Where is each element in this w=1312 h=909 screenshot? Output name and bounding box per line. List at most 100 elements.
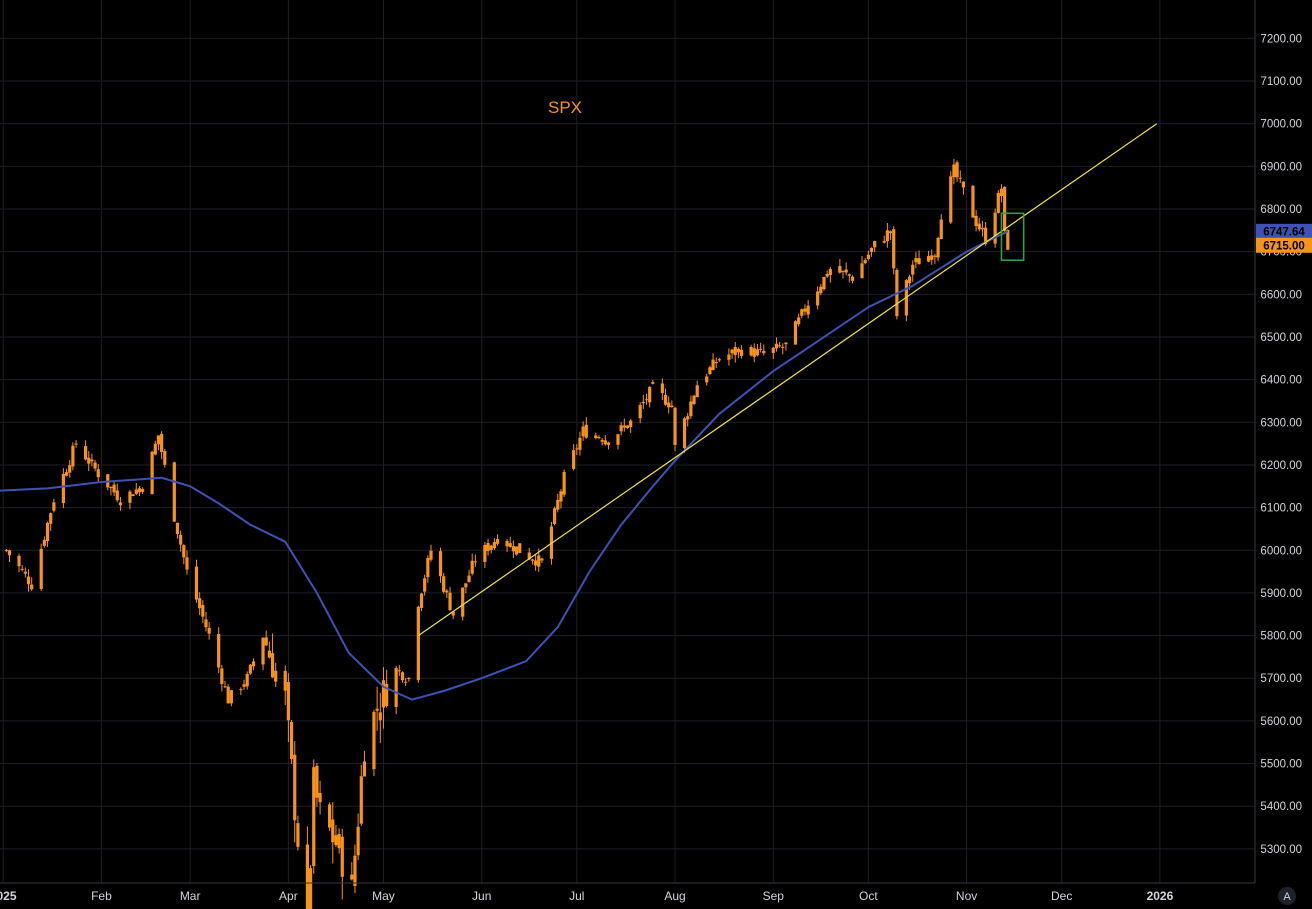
candle <box>7 549 12 563</box>
candle <box>958 170 962 184</box>
candle <box>616 433 620 450</box>
x-tick-label: Feb <box>91 889 112 903</box>
candle <box>914 251 918 269</box>
candle <box>337 828 341 854</box>
y-tick-label: 6800.00 <box>1260 204 1302 216</box>
candle <box>217 627 221 674</box>
candle <box>739 345 744 359</box>
candle <box>378 692 382 744</box>
candle <box>327 802 332 831</box>
candle <box>312 759 316 874</box>
candle <box>270 633 275 678</box>
candle <box>90 453 94 467</box>
candle <box>514 546 519 556</box>
candle <box>267 641 271 659</box>
y-tick-label: 6400.00 <box>1260 375 1302 387</box>
candle <box>682 416 687 453</box>
candle <box>1003 186 1007 235</box>
candle <box>137 486 142 497</box>
y-tick-label: 5900.00 <box>1260 588 1302 600</box>
candle <box>71 442 75 471</box>
candle <box>971 185 975 218</box>
price-labels: 6747.64 6715.00 <box>1256 223 1312 253</box>
y-tick-label: 6500.00 <box>1260 332 1302 344</box>
candle <box>242 679 246 690</box>
candle <box>584 417 588 439</box>
candle <box>629 419 633 434</box>
candle <box>372 710 376 777</box>
candle <box>4 548 8 553</box>
x-tick-label: Jul <box>569 889 584 903</box>
price-axis[interactable]: 5300.00 5400.00 5500.00 5600.00 5700.00 5800.… <box>1260 33 1302 855</box>
candle <box>736 347 741 359</box>
candle <box>638 402 642 424</box>
candle <box>45 521 50 547</box>
candle <box>375 686 379 731</box>
candle <box>996 190 1000 214</box>
candle <box>844 262 848 276</box>
candle <box>825 270 829 278</box>
candle <box>118 497 123 511</box>
candle <box>749 344 753 357</box>
candle <box>83 440 88 461</box>
candle <box>264 630 268 647</box>
candle <box>888 230 893 241</box>
candle <box>800 308 804 319</box>
candle <box>841 270 845 279</box>
x-tick-label: Jun <box>472 889 491 903</box>
candle <box>486 538 490 556</box>
y-tick-label: 5800.00 <box>1260 631 1302 643</box>
candle <box>828 266 832 283</box>
candle <box>308 865 313 909</box>
candle <box>781 343 785 355</box>
candle <box>540 557 544 563</box>
candle <box>289 719 294 764</box>
candle <box>797 313 801 327</box>
candle <box>648 386 652 408</box>
price-label-text: 6747.64 <box>1263 226 1305 238</box>
candle <box>686 412 690 427</box>
candle <box>999 184 1004 203</box>
candle <box>505 539 509 552</box>
candle <box>261 637 265 671</box>
candle <box>220 664 224 692</box>
candle <box>581 421 585 441</box>
candle <box>87 451 91 472</box>
candle <box>96 463 100 483</box>
candle <box>508 536 512 548</box>
candle <box>495 534 500 546</box>
candle <box>695 380 699 398</box>
candle <box>20 565 24 572</box>
candle <box>847 273 851 283</box>
y-tick-label: 7200.00 <box>1260 33 1302 45</box>
candle <box>68 460 72 478</box>
candle <box>315 763 319 807</box>
candle <box>533 554 538 571</box>
candle <box>423 574 427 596</box>
candle <box>93 460 97 472</box>
candle <box>575 444 579 456</box>
candle <box>400 671 405 683</box>
candle <box>822 276 826 291</box>
candle <box>359 764 363 826</box>
candle <box>793 320 798 345</box>
candle <box>64 468 69 477</box>
auto-scale-button[interactable]: A <box>1278 887 1296 905</box>
candle <box>204 611 208 632</box>
x-tick-label: Sep <box>763 889 785 903</box>
moving-average-line <box>0 230 1009 701</box>
candle <box>873 240 877 253</box>
candle <box>778 341 782 348</box>
candle <box>160 431 164 460</box>
candle <box>774 337 779 352</box>
candle <box>622 418 626 432</box>
candle <box>416 605 420 683</box>
candle <box>23 567 27 578</box>
candle <box>334 825 338 848</box>
candle <box>286 673 290 743</box>
candle <box>603 435 607 446</box>
time-axis[interactable]: 2025 Feb Mar Apr May Jun Jul Aug Sep Oct Nov Dec 202… <box>0 889 1174 903</box>
candle <box>863 258 867 265</box>
candle <box>274 662 278 687</box>
